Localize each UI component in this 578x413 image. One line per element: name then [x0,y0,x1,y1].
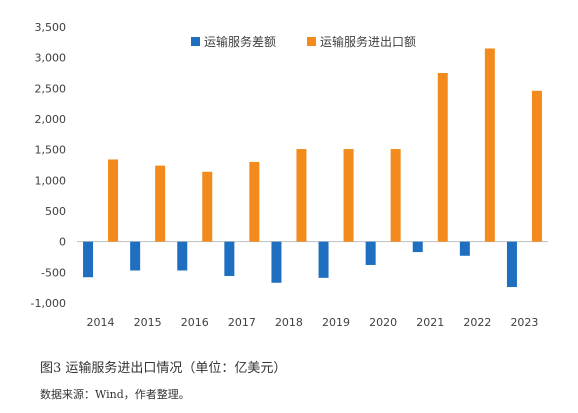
legend-label-balance: 运输服务差额 [204,34,276,49]
y-tick-label: 1,000 [35,174,67,187]
bar-total [390,149,401,242]
x-tick-label: 2014 [87,316,115,329]
bar-balance [459,241,470,256]
bar-total [155,165,166,242]
bar-balance [83,241,94,278]
bar-total [531,90,542,242]
x-tick-label: 2015 [134,316,162,329]
y-tick-label: 0 [59,236,66,249]
x-tick-label: 2023 [510,316,538,329]
bar-balance [506,241,517,288]
y-tick-label: -500 [41,266,66,279]
y-tick-label: 3,500 [35,21,67,34]
x-tick-label: 2020 [369,316,397,329]
bar-total [296,149,307,242]
bar-balance [224,241,235,277]
y-tick-label: 2,500 [35,82,67,95]
x-tick-label: 2021 [416,316,444,329]
plot-area: -1,000 -500 0 500 1,000 1,500 2,000 2,500 3,000 3… [31,21,548,329]
x-tick-label: 2022 [463,316,491,329]
bar-total [343,149,354,242]
bar-total [202,171,213,242]
y-tick-label: 3,000 [35,52,67,65]
x-tick-label: 2019 [322,316,350,329]
bar-total [437,73,448,242]
legend: 运输服务差额 运输服务进出口额 [191,34,416,49]
bar-balance [318,241,329,278]
y-tick-label: 2,000 [35,113,67,126]
y-tick-label: -1,000 [31,297,66,310]
legend-swatch-balance [191,37,200,46]
bar-balance [412,241,423,253]
bar-balance [365,241,376,265]
bar-total [108,159,119,242]
bar-total [249,161,260,242]
legend-label-total: 运输服务进出口额 [320,34,416,49]
x-tick-label: 2018 [275,316,303,329]
y-tick-label: 1,500 [35,144,67,157]
data-source-note: 数据来源：Wind，作者整理。 [40,388,190,401]
y-tick-label: 500 [45,205,66,218]
bar-total [484,48,495,242]
bar-balance [271,241,282,283]
bar-balance [177,241,188,271]
x-tick-label: 2017 [228,316,256,329]
figure-caption: 图3 运输服务进出口情况（单位：亿美元） [40,361,287,376]
legend-swatch-total [307,37,316,46]
bar-balance [130,241,141,271]
x-tick-label: 2016 [181,316,209,329]
